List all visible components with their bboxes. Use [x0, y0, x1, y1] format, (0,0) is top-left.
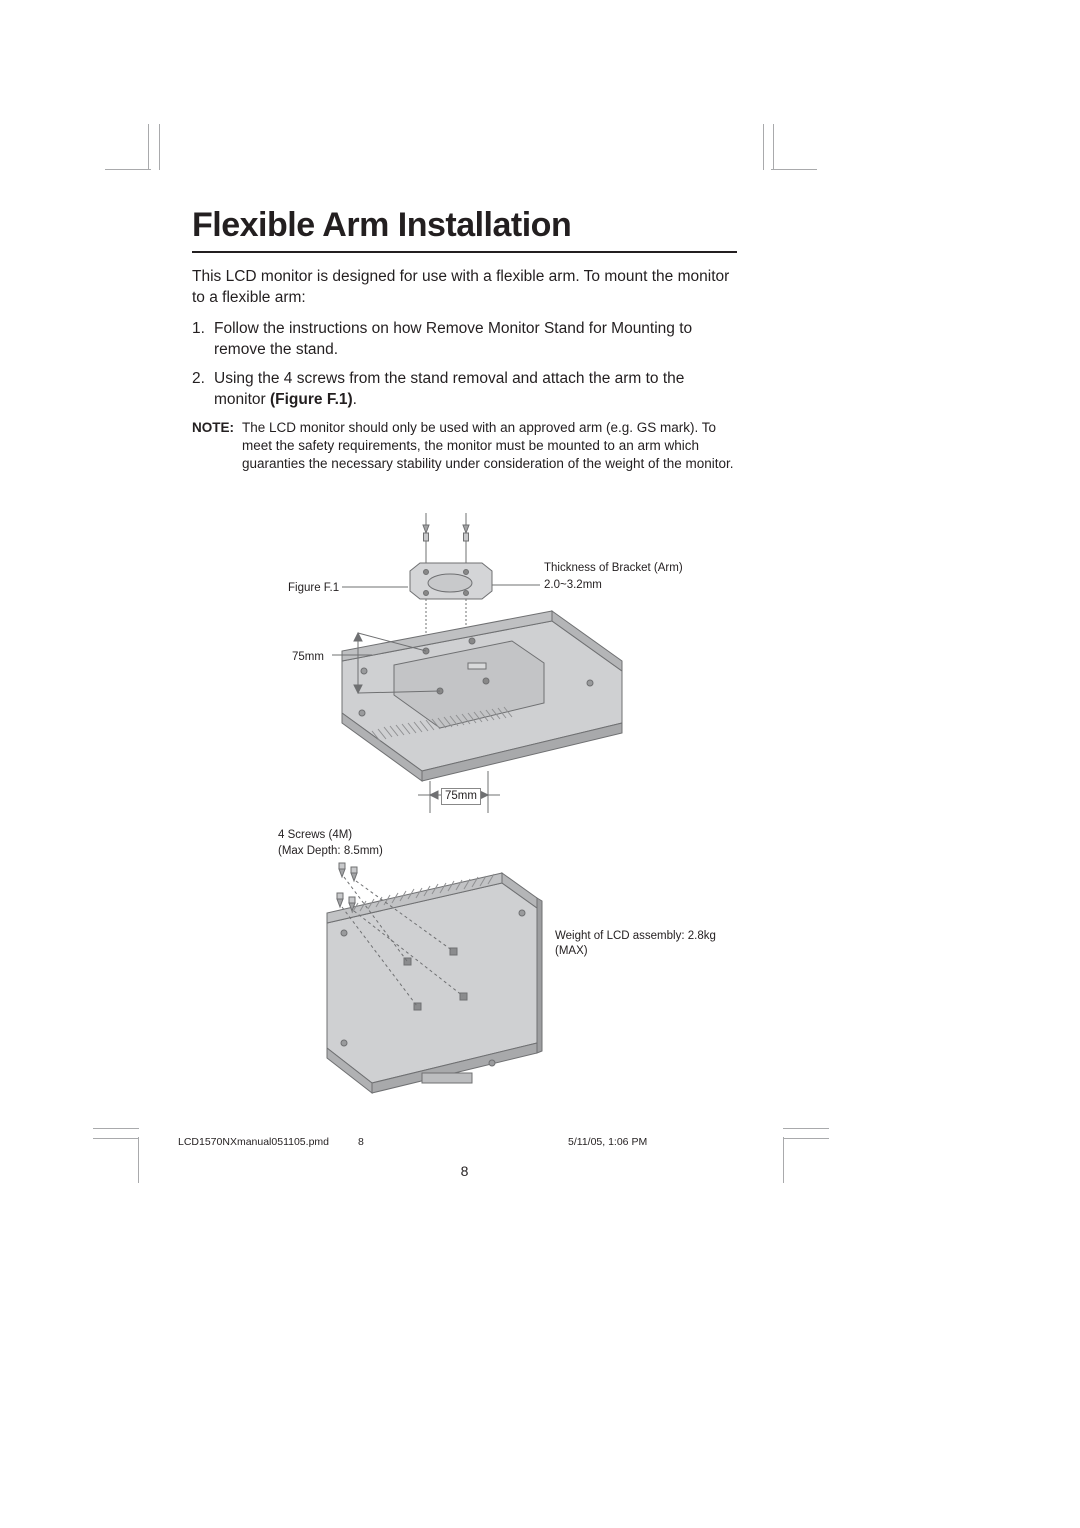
step-2-text-b: . — [353, 391, 357, 408]
screws-label-1: 4 Screws (4M) — [278, 828, 352, 842]
step-1-text: Follow the instructions on how Remove Mo… — [214, 319, 737, 361]
weight-label: Weight of LCD assembly: 2.8kg (MAX) — [555, 929, 737, 958]
step-2-num: 2. — [192, 369, 214, 411]
step-2-text: Using the 4 screws from the stand remova… — [214, 369, 737, 411]
page-number: 8 — [192, 1163, 737, 1179]
step-1: 1. Follow the instructions on how Remove… — [192, 319, 737, 361]
bracket-label-2: 2.0~3.2mm — [544, 578, 602, 592]
note-text: The LCD monitor should only be used with… — [242, 419, 737, 474]
step-1-num: 1. — [192, 319, 214, 361]
note-label: NOTE: — [192, 419, 242, 474]
bracket-label-1: Thickness of Bracket (Arm) — [544, 561, 683, 575]
footer-filename: LCD1570NXmanual051105.pmd — [178, 1136, 329, 1148]
page-title: Flexible Arm Installation — [192, 206, 737, 245]
footer-page: 8 — [358, 1136, 364, 1148]
page-content: Flexible Arm Installation This LCD monit… — [192, 206, 737, 1179]
step-2-figure-ref: (Figure F.1) — [270, 391, 353, 408]
figure-f1: Figure F.1 Thickness of Bracket (Arm) 2.… — [192, 513, 737, 1133]
footer-datetime: 5/11/05, 1:06 PM — [568, 1136, 647, 1148]
figure-svg — [192, 513, 737, 1103]
figure-label: Figure F.1 — [288, 581, 339, 595]
dim-75-bottom: 75mm — [441, 788, 481, 804]
title-rule — [192, 251, 737, 253]
intro-text: This LCD monitor is designed for use wit… — [192, 267, 737, 309]
screws-label-2: (Max Depth: 8.5mm) — [278, 844, 383, 858]
note: NOTE: The LCD monitor should only be use… — [192, 419, 737, 474]
dim-75-top: 75mm — [292, 650, 324, 664]
step-2: 2. Using the 4 screws from the stand rem… — [192, 369, 737, 411]
